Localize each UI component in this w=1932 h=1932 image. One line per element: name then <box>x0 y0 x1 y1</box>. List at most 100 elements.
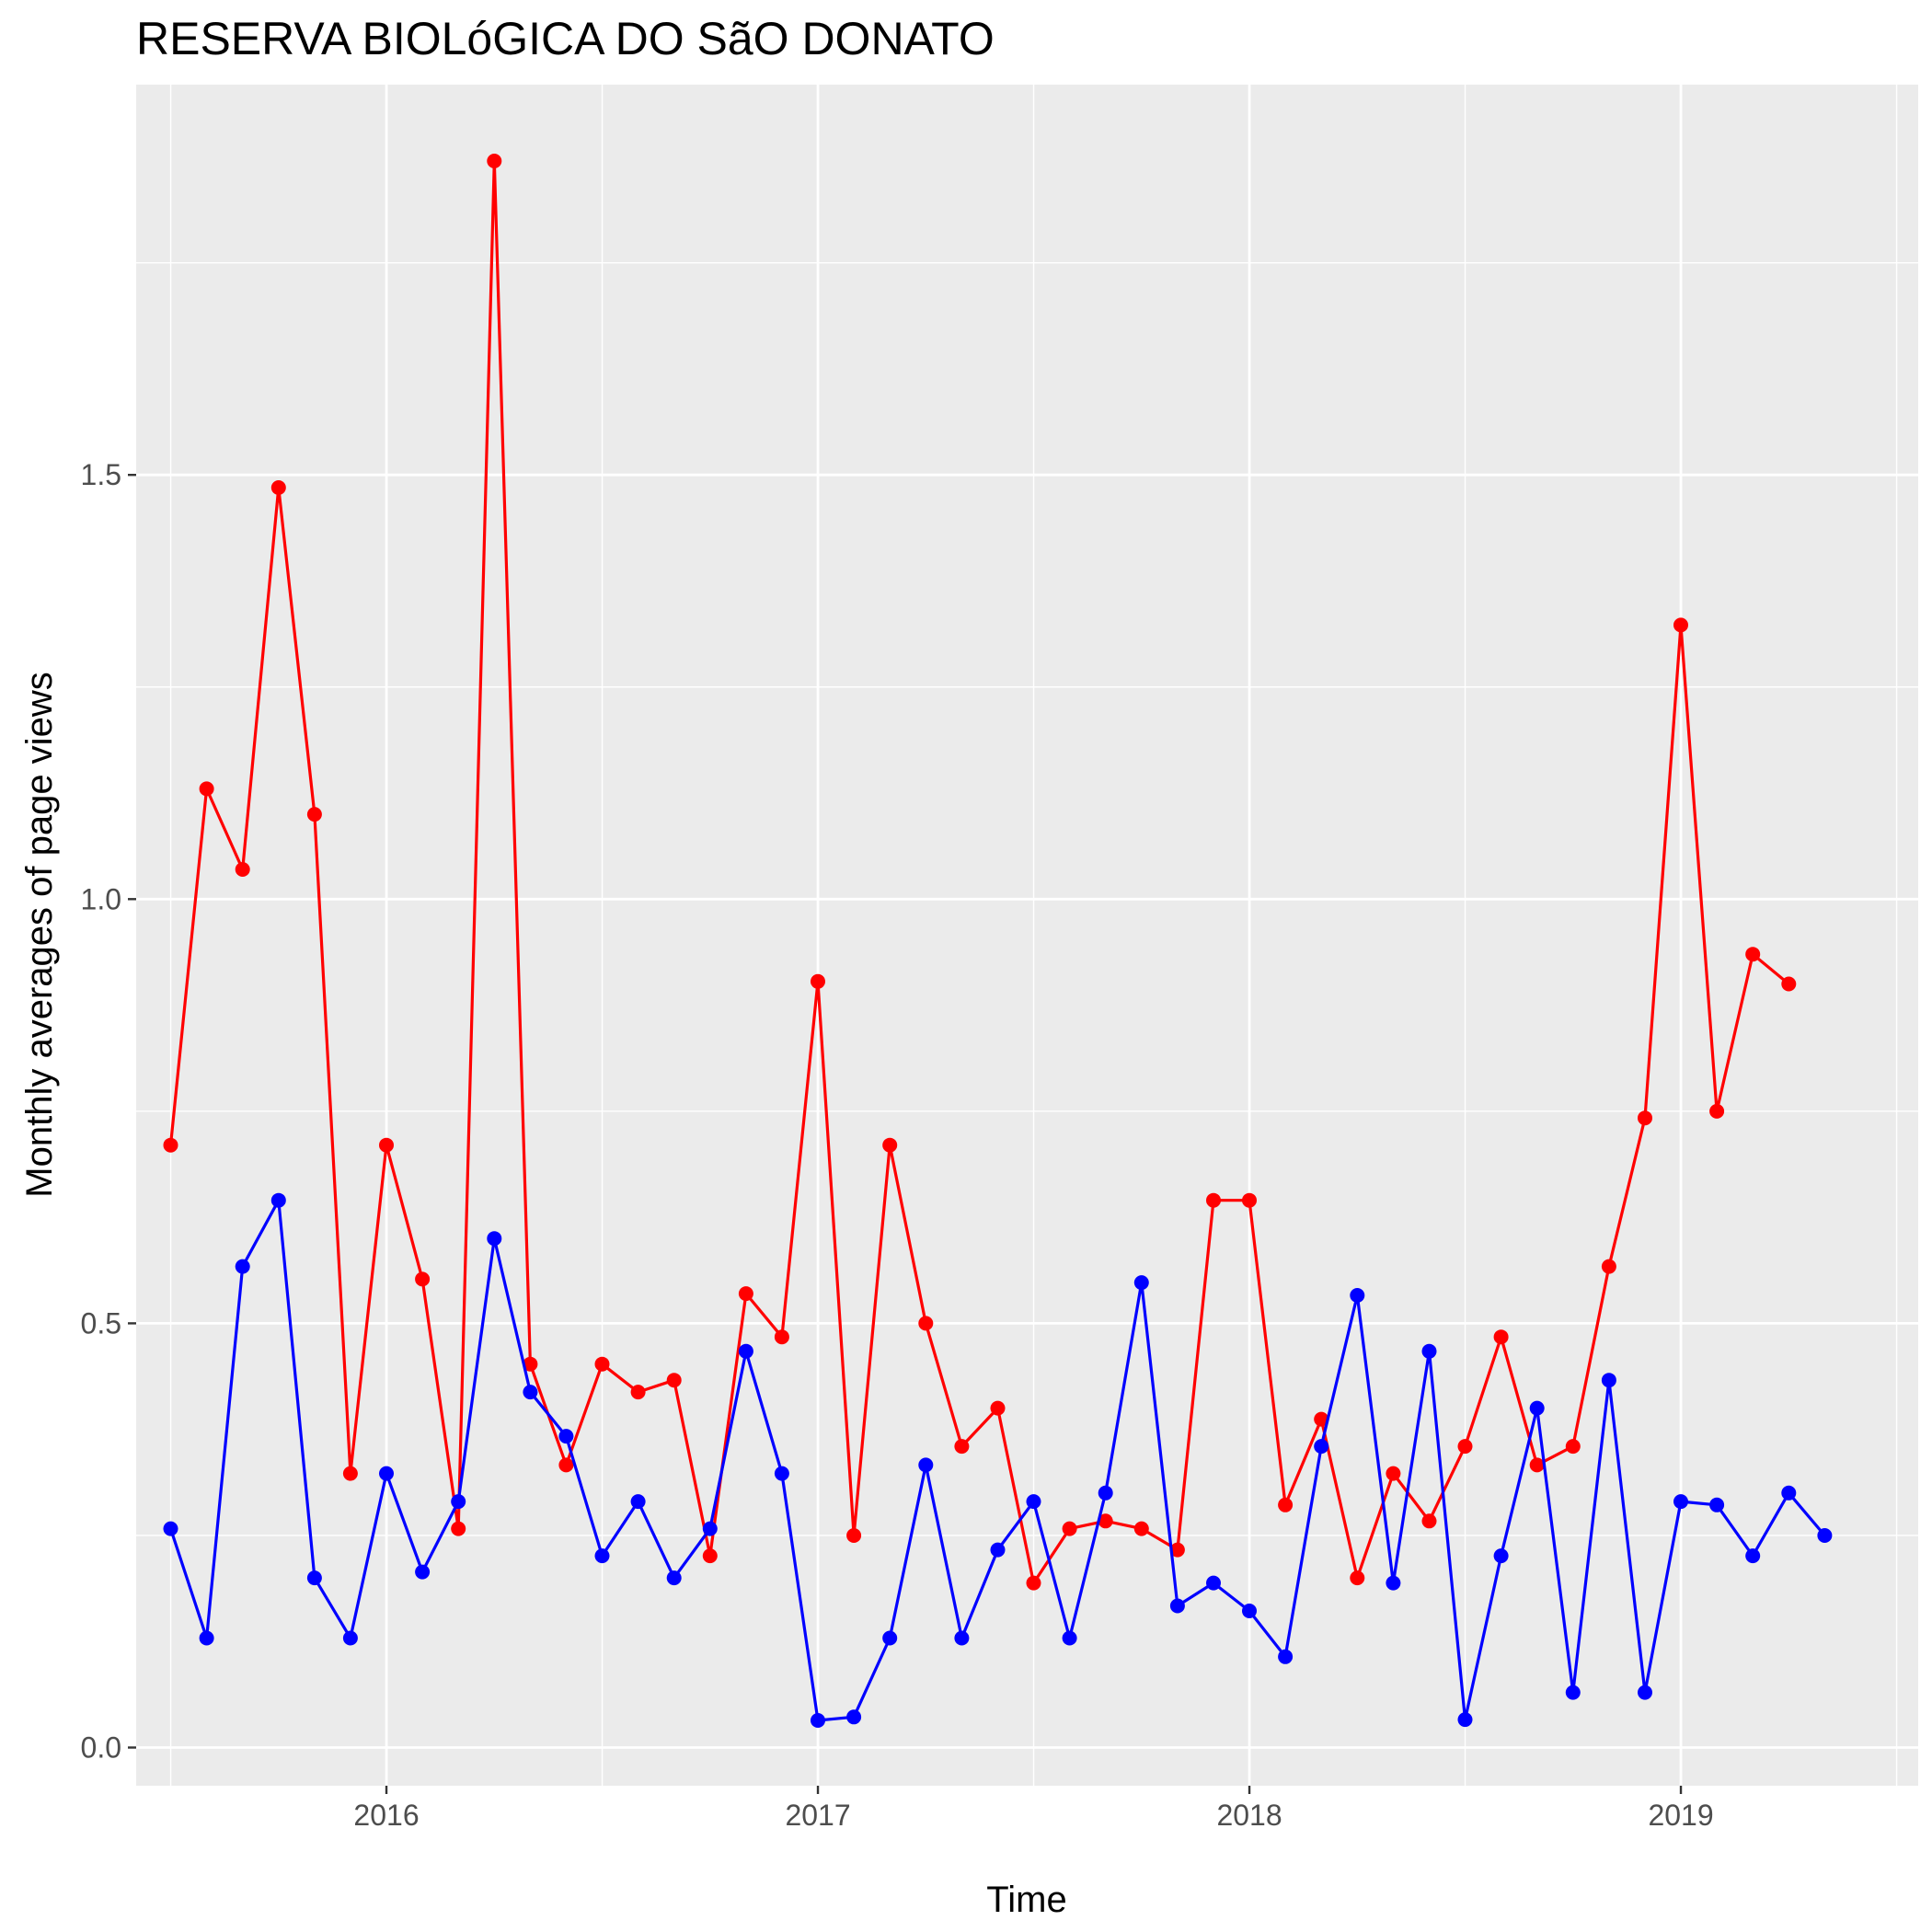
axis-layer: 2016 2017 2018 2019 0.0 0.5 1.0 1.5 <box>81 458 1714 1832</box>
series-2-point <box>1817 1528 1833 1543</box>
series-1-point <box>954 1439 970 1455</box>
series-1-point <box>918 1316 934 1331</box>
series-1-point <box>1601 1259 1616 1274</box>
series-2-point <box>1421 1343 1437 1359</box>
series-1-point <box>379 1137 394 1153</box>
series-1-point <box>415 1271 431 1287</box>
series-2-point <box>594 1548 610 1564</box>
y-tick-label: 1.5 <box>81 458 121 491</box>
series-2-point <box>1242 1604 1257 1618</box>
series-2-point <box>954 1630 970 1646</box>
series-1-point <box>1026 1575 1041 1591</box>
series-1-point <box>811 973 825 989</box>
series-1-point <box>738 1286 753 1302</box>
series-1-point <box>1781 976 1797 992</box>
x-tick-label: 2016 <box>353 1799 419 1832</box>
series-2-point <box>1314 1439 1329 1455</box>
series-2-point <box>1745 1548 1761 1564</box>
series-2-point <box>1062 1630 1077 1646</box>
series-2-point <box>1206 1575 1221 1591</box>
series-1-point <box>1673 617 1688 633</box>
series-2-point <box>1278 1649 1294 1664</box>
minor-gridlines <box>136 85 1918 1786</box>
series-2-point <box>1169 1598 1185 1614</box>
series-2-point <box>666 1570 682 1586</box>
series-2-point <box>1673 1494 1688 1510</box>
series-2-point <box>1781 1485 1797 1501</box>
series-2-point <box>1098 1485 1113 1501</box>
series-1-point <box>774 1329 789 1345</box>
series-1-line <box>168 159 1790 1585</box>
series-1-point <box>846 1528 862 1543</box>
y-tick-label: 1.0 <box>81 882 121 915</box>
series-2-point <box>1709 1497 1725 1512</box>
series-1-point <box>1206 1192 1221 1208</box>
series-1-point <box>163 1137 178 1153</box>
series-2-point <box>1386 1575 1401 1591</box>
series-2-point <box>1565 1685 1581 1700</box>
series-1-point <box>666 1373 682 1388</box>
series-1-point <box>523 1356 538 1372</box>
series-2-point <box>415 1564 431 1580</box>
series-1-point <box>1529 1457 1545 1473</box>
series-2-point <box>882 1630 898 1646</box>
series-2-point <box>630 1494 646 1510</box>
series-1-point <box>1242 1192 1257 1208</box>
y-tick-label: 0.5 <box>81 1306 121 1340</box>
x-tick-label: 2018 <box>1216 1799 1282 1832</box>
series-1-point <box>1745 947 1761 962</box>
series-2-point <box>846 1709 862 1725</box>
y-axis-title: Monthly averages of page views <box>19 672 60 1197</box>
series-2-point <box>306 1570 322 1586</box>
series-2-point <box>558 1429 574 1444</box>
series-1-point <box>1169 1542 1185 1558</box>
series-2-point <box>1133 1275 1149 1291</box>
series-1-point <box>1638 1110 1652 1126</box>
series-2-point <box>1493 1548 1509 1564</box>
series-2-point <box>918 1457 934 1473</box>
series-2-point <box>990 1542 1006 1558</box>
series-2-point <box>342 1630 358 1646</box>
series-2-point <box>1601 1373 1616 1388</box>
series-1-point <box>1133 1521 1149 1536</box>
series-1-point <box>594 1356 610 1372</box>
series-1-point <box>1457 1439 1473 1455</box>
chart-title: RESERVA BIOLóGICA DO SãO DONATO <box>136 13 995 64</box>
x-tick-label: 2017 <box>785 1799 850 1832</box>
series-1-point <box>630 1385 646 1400</box>
y-tick-label: 0.0 <box>81 1731 121 1765</box>
series-2-point <box>523 1385 538 1400</box>
series-2-point <box>451 1494 466 1510</box>
series-1-point <box>235 862 250 877</box>
series-2-point <box>1529 1400 1545 1416</box>
series-1-point <box>1098 1513 1113 1529</box>
series-1-point <box>487 154 502 168</box>
series-2-point <box>199 1630 214 1646</box>
series-1-point <box>1493 1329 1509 1345</box>
series-2-point <box>1638 1685 1652 1700</box>
series-1-point <box>1386 1466 1401 1481</box>
series-2-point <box>1457 1712 1473 1728</box>
x-tick-label: 2019 <box>1648 1799 1713 1832</box>
series-1-point <box>1278 1497 1294 1512</box>
series-2-point <box>1350 1288 1365 1303</box>
series-1-point <box>1709 1103 1725 1119</box>
series-1-point <box>1062 1521 1077 1536</box>
series-1-point <box>451 1521 466 1536</box>
series-2-point <box>163 1521 178 1536</box>
series-1-point <box>270 480 286 495</box>
series-1-point <box>990 1400 1006 1416</box>
x-axis-title: Time <box>986 1880 1066 1920</box>
series-2-point <box>1026 1494 1041 1510</box>
series-1-point <box>1421 1513 1437 1529</box>
series-2-point <box>738 1343 753 1359</box>
series-2-point <box>270 1192 286 1208</box>
series-1-point <box>1350 1570 1365 1586</box>
series-2-point <box>235 1259 250 1274</box>
series-2-point <box>811 1713 825 1728</box>
series-1-point <box>558 1457 574 1473</box>
series-1-point <box>199 781 214 797</box>
series-2-point <box>702 1521 718 1536</box>
series-2-point <box>774 1466 789 1481</box>
